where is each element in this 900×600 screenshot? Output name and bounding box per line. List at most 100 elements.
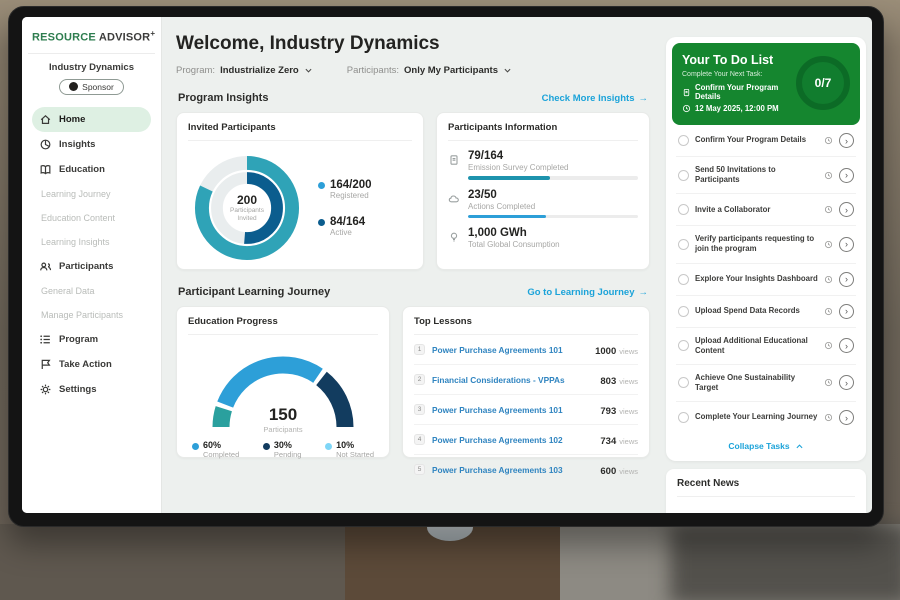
collapse-tasks-link[interactable]: Collapse Tasks [672, 433, 860, 457]
sidebar-item-education[interactable]: Education [32, 157, 151, 182]
task-row[interactable]: Achieve One Sustainability Target › [676, 365, 856, 402]
sidebar-item-program[interactable]: Program [32, 327, 151, 352]
task-chevron-button[interactable]: › [839, 236, 854, 252]
legend-completed: 60% Completed [192, 440, 239, 459]
task-row[interactable]: Explore Your Insights Dashboard › [676, 264, 856, 296]
task-row[interactable]: Upload Additional Educational Content › [676, 328, 856, 365]
arrow-right-icon: → [638, 286, 649, 298]
task-checkbox[interactable] [678, 377, 689, 389]
clock-icon [824, 136, 833, 145]
task-chevron-button[interactable]: › [839, 271, 854, 287]
task-checkbox[interactable] [678, 238, 689, 250]
lesson-link[interactable]: Power Purchase Agreements 103 [432, 464, 563, 475]
lesson-row: 3 Power Purchase Agreements 101 793 views [414, 395, 638, 425]
home-icon [39, 113, 52, 126]
participants-information-card: Participants Information 79/164 Emission… [436, 112, 650, 270]
legend-pending: 30% Pending [262, 440, 301, 459]
sidebar-item-settings[interactable]: Settings [32, 377, 151, 402]
sidebar-item-learning-journey[interactable]: Learning Journey [41, 188, 111, 199]
top-lessons-card: Top Lessons 1 Power Purchase Agreements … [402, 306, 650, 477]
program-dropdown[interactable]: Program: Industrialize Zero [176, 65, 313, 76]
clock-icon [824, 205, 833, 214]
task-checkbox[interactable] [678, 412, 689, 423]
task-row[interactable]: Upload Spend Data Records › [676, 296, 856, 328]
invited-legend: 164/200 Registered 84/164 Active [318, 179, 372, 237]
sidebar-item-education-content[interactable]: Education Content [41, 212, 116, 223]
task-row[interactable]: Verify participants requesting to join t… [676, 226, 856, 264]
task-chevron-button[interactable]: › [839, 167, 854, 183]
task-checkbox[interactable] [678, 340, 689, 352]
clock-icon [824, 341, 833, 350]
sidebar: RESOURCE ADVISOR+ Industry Dynamics Spon… [22, 17, 162, 513]
task-chevron-button[interactable]: › [839, 202, 854, 218]
task-checkbox[interactable] [678, 273, 689, 285]
clock-icon [824, 307, 833, 316]
page-title: Welcome, Industry Dynamics [176, 33, 440, 54]
task-chevron-button[interactable]: › [839, 303, 854, 319]
participants-dropdown[interactable]: Participants: Only My Participants [347, 65, 512, 76]
legend-active: 84/164 Active [318, 216, 372, 237]
task-chevron-button[interactable]: › [839, 375, 854, 391]
app-logo: RESOURCE ADVISOR+ [32, 29, 156, 44]
task-chevron-button[interactable]: › [839, 133, 854, 148]
stat-consumption: 1,000 GWh Total Global Consumption [448, 227, 638, 253]
task-checkbox[interactable] [678, 204, 689, 216]
invited-donut-chart: 200 Participants Invited [188, 149, 306, 267]
sidebar-item-learning-insights[interactable]: Learning Insights [41, 236, 110, 247]
clock-icon [824, 171, 833, 180]
task-doc-icon [682, 88, 691, 97]
task-chevron-button[interactable]: › [839, 410, 854, 425]
lesson-row: 5 Power Purchase Agreements 103 600 views [414, 455, 638, 484]
chevron-down-icon [503, 66, 512, 75]
chevron-down-icon [304, 66, 313, 75]
sidebar-item-take-action[interactable]: Take Action [32, 352, 151, 377]
education-progress-card: Education Progress 150 Participants [176, 306, 390, 459]
go-to-learning-journey-link[interactable]: Go to Learning Journey → [527, 286, 649, 298]
lesson-row: 4 Power Purchase Agreements 102 734 views [414, 425, 638, 455]
program-icon [39, 333, 52, 346]
actions-progress-bar [468, 214, 638, 218]
legend-not-started: 10% Not Started [325, 440, 374, 459]
lesson-row: 2 Financial Considerations - VPPAs 803 vi… [414, 365, 638, 395]
check-more-insights-link[interactable]: Check More Insights → [541, 92, 649, 104]
task-checkbox[interactable] [678, 135, 689, 146]
lesson-link[interactable]: Power Purchase Agreements 101 [432, 404, 563, 415]
lesson-link[interactable]: Power Purchase Agreements 101 [432, 344, 563, 355]
lesson-link[interactable]: Financial Considerations - VPPAs [432, 374, 565, 385]
clock-icon [824, 413, 833, 422]
task-row[interactable]: Confirm Your Program Details › [676, 125, 856, 157]
sidebar-item-general-data[interactable]: General Data [41, 285, 95, 296]
todo-progress-ring: 0/7 [796, 56, 850, 110]
lesson-link[interactable]: Power Purchase Agreements 102 [432, 434, 563, 445]
task-checkbox[interactable] [678, 169, 689, 181]
chevron-up-icon [795, 442, 804, 451]
participants-icon [39, 260, 52, 273]
task-row[interactable]: Send 50 Invitations to Participants › [676, 157, 856, 195]
lesson-row: 1 Power Purchase Agreements 101 1000 view… [414, 335, 638, 365]
task-chevron-button[interactable]: › [839, 338, 854, 354]
education-legend: 60% Completed 30% Pending [188, 434, 378, 459]
education-gauge-chart: 150 Participants [198, 339, 368, 434]
task-checkbox[interactable] [678, 305, 689, 317]
task-row[interactable]: Complete Your Learning Journey › [676, 402, 856, 433]
monitor-bezel: RESOURCE ADVISOR+ Industry Dynamics Spon… [8, 6, 884, 527]
task-row[interactable]: Invite a Collaborator › [676, 194, 856, 227]
todo-card: Your To Do List Complete Your Next Task:… [666, 37, 866, 461]
clock-icon [824, 240, 833, 249]
invited-participants-card: Invited Participants 200 [176, 112, 424, 270]
sidebar-item-insights[interactable]: Insights [32, 132, 151, 157]
bulb-icon [448, 231, 460, 243]
survey-icon [448, 154, 460, 166]
todo-header: Your To Do List Complete Your Next Task:… [672, 43, 860, 125]
sidebar-item-participants[interactable]: Participants [32, 254, 151, 279]
sponsor-badge: Sponsor [59, 78, 124, 95]
arrow-right-icon: → [638, 92, 649, 104]
main-content: Welcome, Industry Dynamics Program: Indu… [162, 17, 664, 513]
clock-icon [824, 275, 833, 284]
sidebar-item-manage-participants[interactable]: Manage Participants [41, 309, 124, 320]
sidebar-item-home[interactable]: Home [32, 106, 151, 132]
learning-journey-heading: Participant Learning Journey [178, 286, 331, 298]
settings-icon [39, 383, 52, 396]
legend-registered: 164/200 Registered [318, 179, 372, 200]
